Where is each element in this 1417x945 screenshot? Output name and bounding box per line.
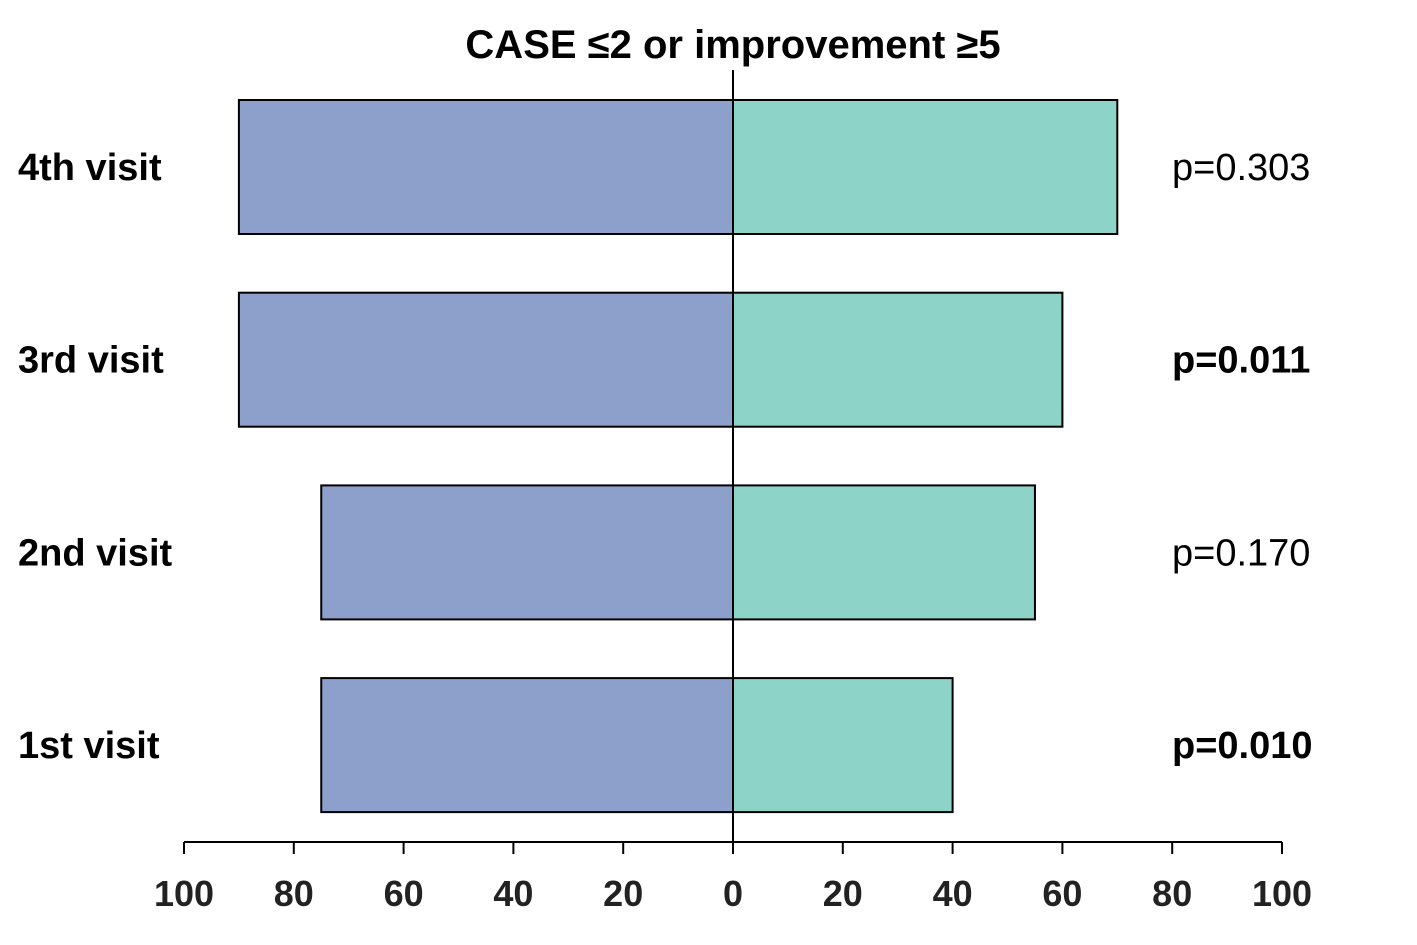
x-tick-label: 0 [723,873,743,914]
bar-right [732,677,954,814]
category-label: 3rd visit [18,340,164,382]
x-tick-label: 20 [603,873,643,914]
bar-right [732,99,1119,235]
category-labels: 4th visit 3rd visit 2nd visit 1st visit [18,147,172,767]
x-tick-label: 40 [933,873,973,914]
p-value-label: p=0.303 [1172,147,1310,189]
x-tick-label: 100 [1252,873,1312,914]
x-tick-label: 80 [274,873,314,914]
bar-left [237,99,734,235]
bars-group [237,99,1119,814]
bar-left [320,677,734,814]
bar-right [732,291,1064,428]
chart-title: CASE ≤2 or improvement ≥5 [465,23,1000,67]
x-tick-label: 100 [154,873,214,914]
bar-left [237,291,734,428]
category-label: 2nd visit [18,532,172,574]
p-value-label: p=0.010 [1172,725,1313,767]
x-tick-label: 60 [384,873,424,914]
x-tick-label: 80 [1152,873,1192,914]
bar-left [320,484,734,621]
category-label: 4th visit [18,147,162,189]
category-label: 1st visit [18,725,160,767]
p-value-labels: p=0.303 p=0.011 p=0.170 p=0.010 [1172,147,1313,767]
p-value-label: p=0.170 [1172,532,1310,574]
bar-right [732,484,1036,621]
p-value-label: p=0.011 [1172,340,1310,382]
x-axis: 100 80 60 40 20 0 20 40 60 80 100 [154,841,1312,914]
x-tick-label: 40 [493,873,533,914]
x-tick-label: 60 [1042,873,1082,914]
x-tick-label: 20 [823,873,863,914]
